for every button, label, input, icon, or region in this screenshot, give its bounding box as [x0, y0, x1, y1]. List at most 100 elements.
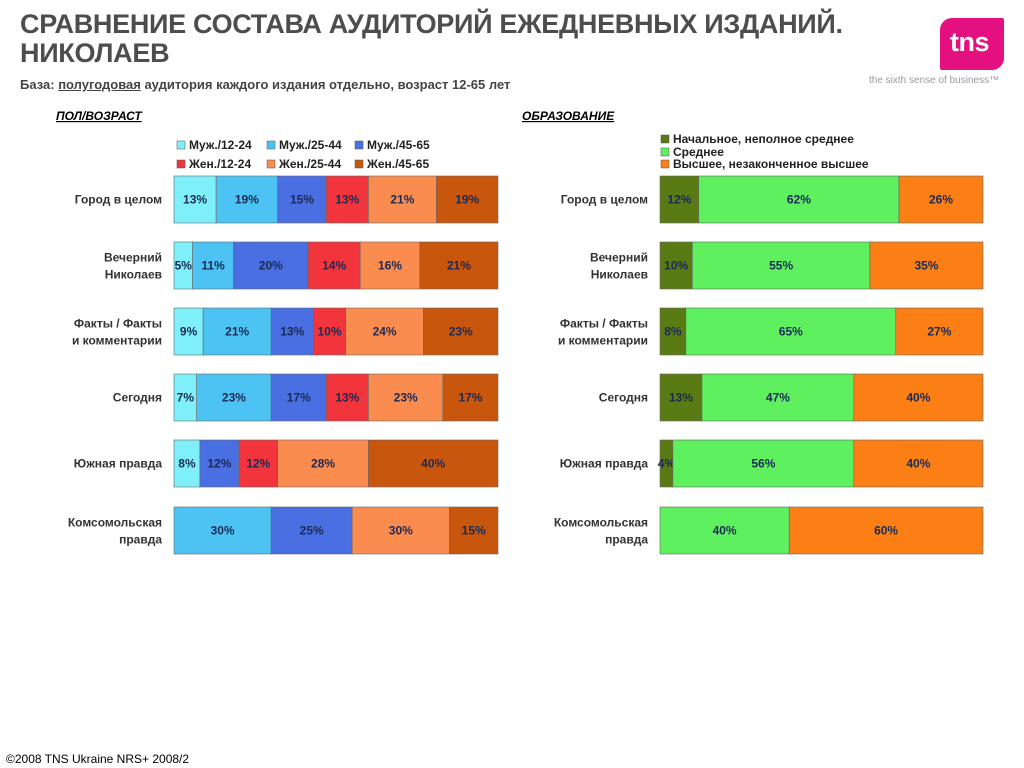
chart2-category-label: Факты / Факты: [560, 317, 648, 331]
chart1-category-label: Сегодня: [113, 391, 162, 405]
chart1-legend-label: Муж./12-24: [189, 138, 252, 152]
chart2-data-label: 56%: [751, 457, 775, 471]
chart2-data-label: 65%: [779, 325, 803, 339]
chart1-category-label: Факты / Факты: [74, 317, 162, 331]
chart1-legend-swatch: [354, 159, 364, 169]
chart1-bar-segment: [313, 307, 347, 356]
chart1-data-label: 25%: [300, 524, 324, 538]
chart2-category-label: Комсомольская: [554, 516, 648, 530]
chart2-category-label: Сегодня: [599, 391, 648, 405]
chart2-data-label: 40%: [906, 457, 930, 471]
chart1-legend-swatch: [354, 140, 364, 150]
base-underlined: полугодовая: [58, 77, 141, 92]
chart1-data-label: 13%: [335, 193, 359, 207]
chart1-data-label: 23%: [449, 325, 473, 339]
chart2-bar-segment: [701, 373, 855, 422]
chart1-bar-segment: [270, 373, 327, 422]
chart1-category-label: и комментарии: [72, 334, 162, 348]
chart2-data-label: 60%: [874, 524, 898, 538]
chart1-bar-segment: [325, 175, 369, 224]
chart1-category-label: Комсомольская: [68, 516, 162, 530]
chart1-data-label: 15%: [462, 524, 486, 538]
chart2-bar-segment: [659, 175, 700, 224]
chart2-data-label: 62%: [787, 193, 811, 207]
chart1-data-label: 20%: [259, 259, 283, 273]
chart1-data-label: 15%: [290, 193, 314, 207]
chart1-bar-segment: [423, 307, 499, 356]
chart1-data-label: 13%: [335, 391, 359, 405]
chart2-bar-segment: [659, 506, 790, 555]
chart1-data-label: 11%: [201, 259, 225, 273]
chart1-legend-label: Жен./25-44: [278, 157, 341, 171]
chart1-category-label: Южная правда: [74, 457, 163, 471]
chart2-category-label: Южная правда: [560, 457, 649, 471]
chart1-data-label: 5%: [175, 259, 193, 273]
tns-logo: tns: [940, 18, 1004, 70]
chart2-data-label: 27%: [927, 325, 951, 339]
chart2-data-label: 35%: [914, 259, 938, 273]
chart1-data-label: 17%: [458, 391, 482, 405]
chart1-legend-swatch: [176, 159, 186, 169]
chart2-data-label: 13%: [669, 391, 693, 405]
chart1-bar-segment: [368, 175, 437, 224]
chart2-bar-segment: [869, 241, 984, 290]
chart2-bar-segment: [853, 439, 984, 488]
chart1-data-label: 28%: [311, 457, 335, 471]
chart1-bar-segment: [202, 307, 272, 356]
chart1-bar-segment: [419, 241, 499, 290]
brand-tagline: the sixth sense of business™: [869, 75, 1000, 86]
chart2-legend-label: Высшее, незаконченное высшее: [673, 157, 869, 171]
chart1-bar-segment: [199, 439, 240, 488]
chart1-legend-label: Муж./25-44: [279, 138, 342, 152]
chart2-legend-label: Среднее: [673, 145, 724, 159]
chart1-bar-segment: [173, 175, 217, 224]
chart1-data-label: 21%: [390, 193, 414, 207]
chart1-bar-segment: [345, 307, 424, 356]
chart1-title: ПОЛ/ВОЗРАСТ: [56, 109, 143, 123]
chart2-data-label: 26%: [929, 193, 953, 207]
chart1-bar-segment: [192, 241, 234, 290]
chart2-bar-segment: [788, 506, 984, 555]
chart1-bar-segment: [368, 373, 444, 422]
chart1-data-label: 13%: [183, 193, 207, 207]
chart1-data-label: 9%: [180, 325, 198, 339]
chart1-data-label: 21%: [447, 259, 471, 273]
chart1-bar-segment: [173, 439, 201, 488]
chart1-bar-segment: [325, 373, 369, 422]
chart2-category-label: и комментарии: [558, 334, 648, 348]
chart2-bar-segment: [898, 175, 984, 224]
chart1-bar-segment: [359, 241, 421, 290]
chart1-bar-segment: [233, 241, 309, 290]
chart1-data-label: 30%: [389, 524, 413, 538]
chart1-data-label: 12%: [207, 457, 231, 471]
chart1-bar-segment: [449, 506, 499, 555]
chart1-data-label: 23%: [222, 391, 246, 405]
chart1-bar-segment: [270, 506, 353, 555]
chart2-bar-segment: [895, 307, 984, 356]
chart1-bar-segment: [442, 373, 499, 422]
chart2-category-label: Город в целом: [561, 193, 648, 207]
chart2-bar-segment: [691, 241, 871, 290]
chart1-bar-segment: [238, 439, 278, 488]
logo-text: tns: [950, 27, 990, 57]
chart2-data-label: 4%: [658, 457, 676, 471]
chart1-category-label: правда: [119, 533, 162, 547]
chart1-legend-swatch: [266, 159, 276, 169]
chart2-category-label: Вечерний: [590, 251, 648, 265]
chart1-data-label: 19%: [235, 193, 259, 207]
chart1-data-label: 23%: [394, 391, 418, 405]
chart1-category-label: Николаев: [105, 268, 162, 282]
base-prefix: База:: [20, 77, 59, 92]
chart2-category-label: правда: [605, 533, 648, 547]
chart1-legend-label: Муж./45-65: [367, 138, 430, 152]
chart2-data-label: 12%: [667, 193, 691, 207]
chart2-bar-segment: [698, 175, 900, 224]
chart1-data-label: 21%: [225, 325, 249, 339]
page-title: СРАВНЕНИЕ СОСТАВА АУДИТОРИЙ ЕЖЕДНЕВНЫХ И…: [20, 9, 843, 68]
chart1-bar-segment: [307, 241, 361, 290]
chart1-bar-segment: [173, 307, 204, 356]
chart2-bar-segment: [685, 307, 897, 356]
chart2-data-label: 55%: [769, 259, 793, 273]
chart1-data-label: 24%: [373, 325, 397, 339]
chart1-bar-segment: [436, 175, 499, 224]
